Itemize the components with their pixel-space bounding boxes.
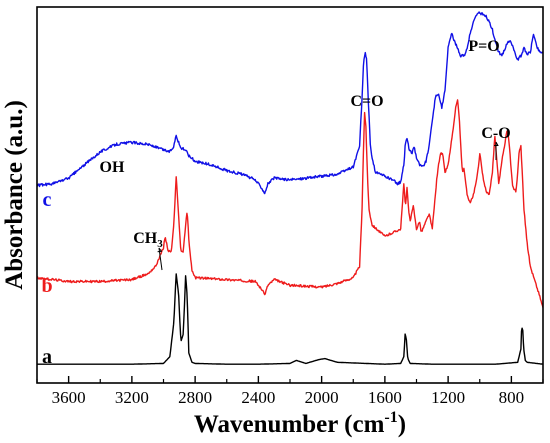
series-labels: a b c (41, 189, 52, 368)
annotation-c-o: C=O (350, 93, 383, 110)
annotation-arrowhead (494, 141, 499, 146)
x-tick-label: 2000 (305, 388, 339, 407)
x-axis-title-main: Wavenumber (cm (194, 411, 385, 438)
x-axis-ticks: 3600 3200 2800 2400 2000 1600 1200 800 (36, 376, 544, 407)
x-tick-label: 1600 (368, 388, 402, 407)
x-axis-title-end: ) (398, 411, 406, 438)
y-axis-title: Absorbance (a.u.) (1, 100, 28, 290)
series-label-c: c (43, 189, 52, 211)
x-tick-label: 3600 (52, 388, 86, 407)
x-tick-label: 2800 (178, 388, 212, 407)
series-line-c (36, 11, 544, 195)
x-tick-label: 3200 (115, 388, 149, 407)
annotation-p-o: P=O (468, 38, 499, 55)
x-axis-title: Wavenumber (cm-1) (194, 409, 406, 438)
annotation-layer: OH CH3 C=O P=O C-O (100, 38, 511, 271)
series-label-a: a (42, 346, 52, 368)
annotation-arrowhead (157, 247, 163, 253)
series-layer (36, 11, 544, 365)
x-tick-label: 800 (499, 388, 525, 407)
annotation-oh: OH (100, 159, 125, 176)
x-tick-label: 1200 (431, 388, 465, 407)
series-label-b: b (41, 275, 52, 297)
series-line-a (36, 273, 544, 365)
series-line-b (36, 99, 544, 308)
annotation-ch: CH3 (133, 230, 163, 250)
x-axis-title-superscript: -1 (384, 409, 397, 426)
x-tick-label: 2400 (241, 388, 275, 407)
annotation-c-o: C-O (481, 125, 510, 142)
